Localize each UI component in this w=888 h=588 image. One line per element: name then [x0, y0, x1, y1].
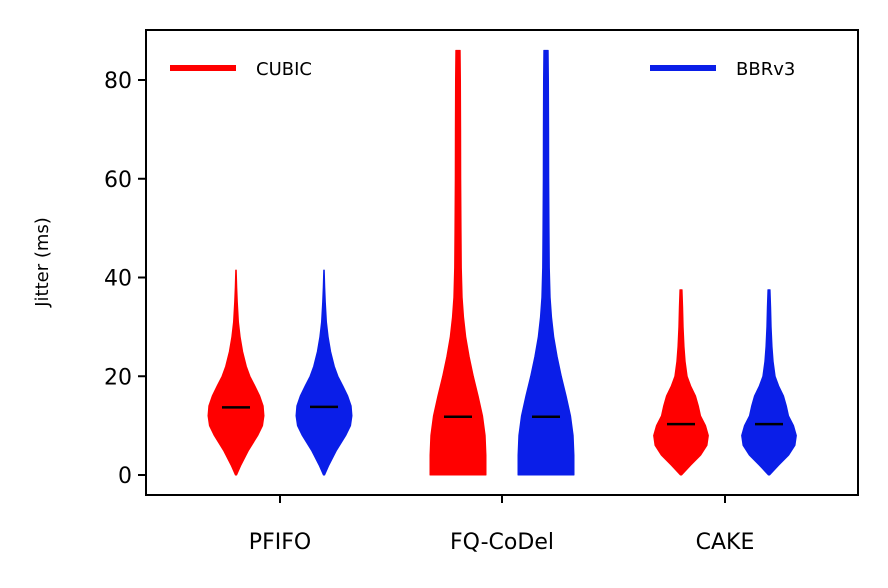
x-tick-label: CAKE [696, 530, 755, 555]
y-tick-label: 0 [118, 464, 132, 489]
legend-label-bbrv3: BBRv3 [736, 59, 795, 80]
legend: CUBIC BBRv3 [170, 59, 795, 80]
y-axis: 0 20 40 60 80 [104, 69, 146, 489]
violin-cubic-cake [653, 289, 709, 476]
violin-cubic-fq-codel [429, 49, 487, 476]
y-axis-label: Jitter (ms) [32, 217, 53, 308]
y-tick-label: 80 [104, 69, 132, 94]
x-axis: PFIFO FQ-CoDel CAKE [249, 495, 755, 555]
y-tick-label: 40 [104, 267, 132, 292]
violin-layer [207, 49, 797, 476]
x-tick-label: PFIFO [249, 530, 311, 555]
violin-bbrv3-cake [741, 289, 797, 476]
median-layer [222, 405, 783, 426]
y-tick-label: 60 [104, 168, 132, 193]
violin-bbrv3-fq-codel [517, 49, 575, 476]
x-tick-label: FQ-CoDel [450, 530, 554, 555]
violin-bbrv3-pfifo [295, 269, 353, 476]
y-tick-label: 20 [104, 365, 132, 390]
violin-cubic-pfifo [207, 269, 265, 476]
legend-label-cubic: CUBIC [256, 59, 312, 80]
